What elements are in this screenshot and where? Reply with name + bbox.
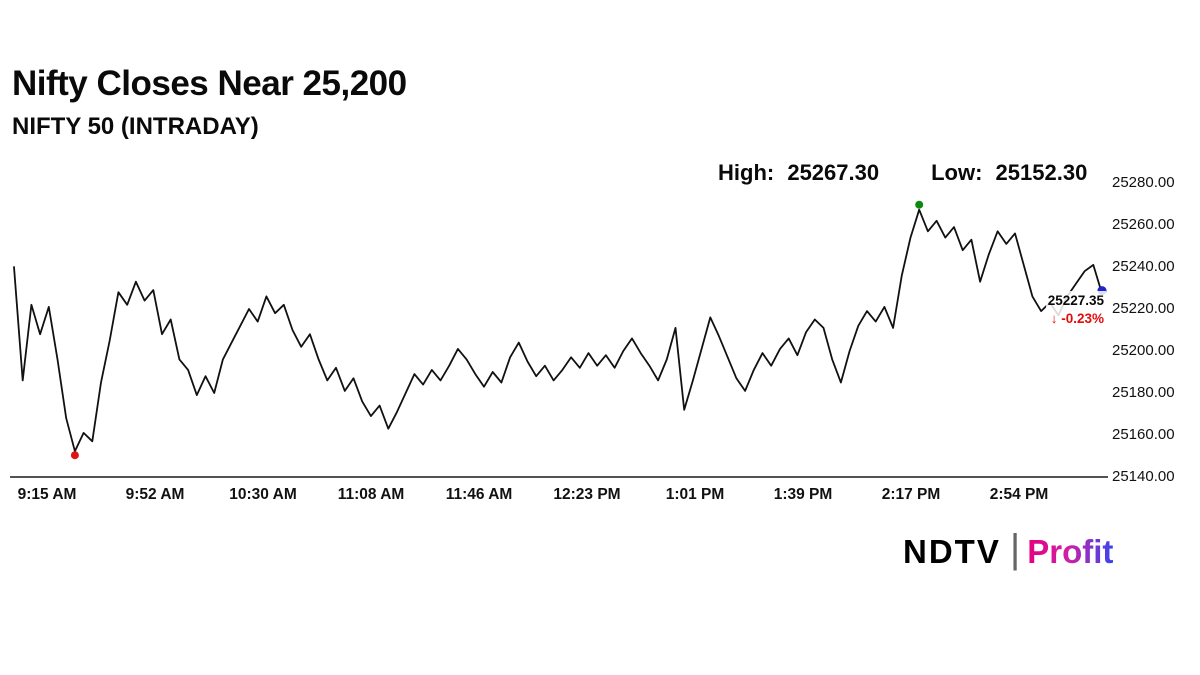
y-tick-label: 25280.00 <box>1112 174 1175 191</box>
low-label: Low: <box>931 160 983 185</box>
x-tick-label: 1:01 PM <box>665 486 725 503</box>
high-marker <box>915 200 924 209</box>
y-tick-label: 25200.00 <box>1112 342 1175 359</box>
high-stat: High: 25267.30 <box>718 160 879 186</box>
x-tick-label: 2:17 PM <box>881 486 941 503</box>
high-label: High: <box>718 160 775 185</box>
y-tick-label: 25160.00 <box>1112 426 1175 443</box>
x-tick-label: 11:46 AM <box>445 486 513 503</box>
y-tick-label: 25140.00 <box>1112 468 1175 485</box>
page-title: Nifty Closes Near 25,200 <box>12 64 407 103</box>
y-tick-label: 25220.00 <box>1112 300 1175 317</box>
x-tick-label: 9:52 AM <box>125 486 185 503</box>
last-price-value: 25227.35 <box>1047 293 1104 308</box>
last-price-change: ↓ -0.23% <box>1048 310 1104 328</box>
logo-divider: | <box>1009 527 1021 571</box>
high-low-stats: High: 25267.30 Low: 25152.30 <box>718 160 1087 186</box>
x-tick-label: 11:08 AM <box>337 486 405 503</box>
x-tick-label: 1:39 PM <box>773 486 833 503</box>
x-tick-label: 2:54 PM <box>989 486 1049 503</box>
x-tick-label: 10:30 AM <box>229 486 297 503</box>
ndtv-wordmark: NDTV <box>903 532 1001 570</box>
chart-subtitle: NIFTY 50 (INTRADAY) <box>12 113 259 140</box>
down-arrow-icon: ↓ <box>1050 310 1058 326</box>
profit-wordmark: Profit <box>1027 532 1114 570</box>
ndtv-profit-logo: NDTV | Profit <box>903 527 1113 576</box>
change-percent: -0.23% <box>1061 310 1104 326</box>
x-tick-label: 12:23 PM <box>553 486 621 503</box>
y-tick-label: 25180.00 <box>1112 384 1175 401</box>
x-tick-label: 9:15 AM <box>17 486 77 503</box>
y-tick-label: 25260.00 <box>1112 216 1175 233</box>
y-tick-label: 25240.00 <box>1112 258 1175 275</box>
high-value: 25267.30 <box>787 160 880 185</box>
price-line-svg <box>10 200 1108 478</box>
intraday-line-chart: 25280.00 25260.00 25240.00 25220.00 25200.00… <box>0 170 1200 515</box>
price-line <box>13 208 1103 453</box>
low-stat: Low: 25152.30 <box>931 160 1087 186</box>
low-marker <box>70 451 79 460</box>
last-price-annotation: 25227.35 ↓ -0.23% <box>1045 291 1106 329</box>
low-value: 25152.30 <box>995 160 1088 185</box>
